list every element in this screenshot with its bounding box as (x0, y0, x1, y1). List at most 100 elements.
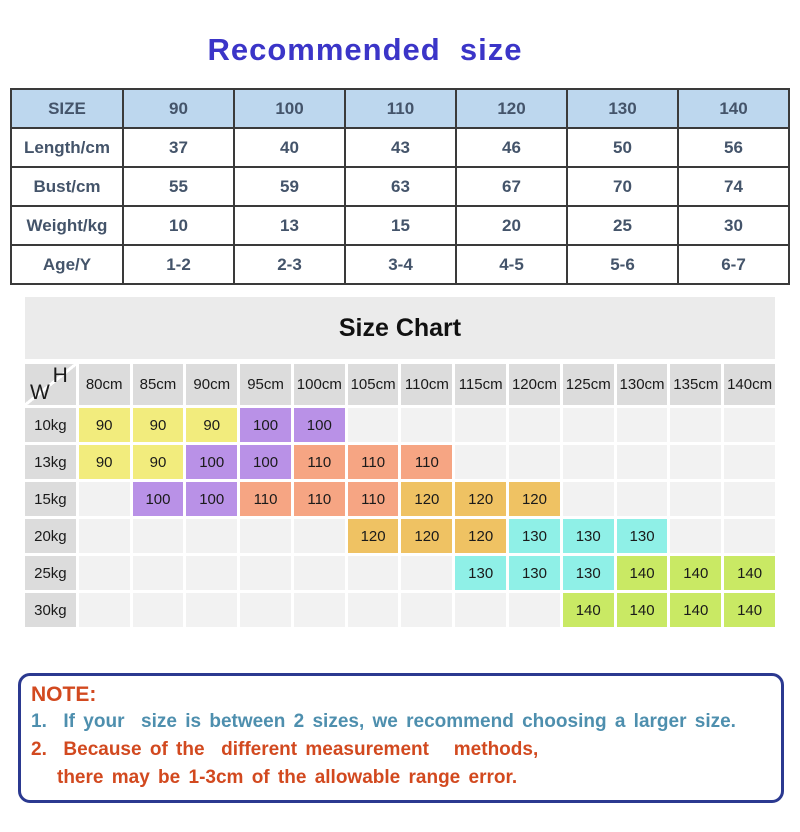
size-table-col-header: 120 (455, 88, 568, 129)
size-table-row-label: Weight/kg (10, 205, 124, 246)
page: Recommended size SIZE 90 100 110 120 130 140 L… (0, 32, 800, 803)
matrix-cell: 140 (670, 593, 722, 627)
size-table-row-label: Bust/cm (10, 166, 124, 207)
matrix-cell: 110 (293, 482, 345, 516)
matrix-cell: 120 (347, 519, 399, 553)
matrix-col-header: 115cm (455, 364, 507, 405)
matrix-empty-cell (562, 445, 614, 479)
matrix-empty-cell (78, 482, 130, 516)
matrix-cell: 90 (78, 445, 130, 479)
size-table-cell: 37 (122, 127, 235, 168)
matrix-row-header: 20kg (25, 519, 76, 553)
note-line-2: 2. Because of the different measurement … (31, 739, 539, 760)
matrix-empty-cell (724, 519, 775, 553)
matrix-empty-cell (670, 519, 722, 553)
size-table-row: Age/Y 1-2 2-3 3-4 4-5 5-6 6-7 (10, 244, 790, 285)
size-table-cell: 5-6 (566, 244, 679, 285)
size-table-cell: 43 (344, 127, 457, 168)
matrix-empty-cell (186, 519, 238, 553)
size-table-head: SIZE 90 100 110 120 130 140 (10, 88, 790, 129)
matrix-col-header: 120cm (509, 364, 560, 405)
matrix-empty-cell (670, 408, 722, 442)
matrix-empty-cell (347, 556, 399, 590)
size-table-cell: 50 (566, 127, 679, 168)
matrix-empty-cell (455, 408, 507, 442)
matrix-col-header: 125cm (562, 364, 614, 405)
corner-weight-label: W (30, 381, 50, 404)
matrix-empty-cell (132, 556, 184, 590)
note-line-1: 1. If your size is between 2 sizes, we r… (31, 711, 736, 732)
matrix-row-header: 10kg (25, 408, 76, 442)
matrix-cell: 130 (509, 519, 560, 553)
size-chart-matrix: H W 80cm 85cm 90cm 95cm 100cm 105cm 110cm 115cm 12… (25, 364, 775, 627)
matrix-col-header: 95cm (240, 364, 291, 405)
size-table-col-header: 100 (233, 88, 346, 129)
matrix-col-header: 140cm (724, 364, 775, 405)
size-table-corner-header: SIZE (10, 88, 124, 129)
matrix-col-header: 130cm (616, 364, 668, 405)
matrix-empty-cell (724, 482, 775, 516)
matrix-cell: 120 (455, 519, 507, 553)
size-table-cell: 13 (233, 205, 346, 246)
note-line-3: there may be 1-3cm of the allowable rang… (57, 767, 518, 788)
size-chart-title-band: Size Chart (25, 297, 775, 359)
matrix-empty-cell (724, 445, 775, 479)
matrix-empty-cell (186, 556, 238, 590)
page-title: Recommended size (207, 32, 523, 67)
size-table-cell: 1-2 (122, 244, 235, 285)
matrix-cell: 130 (562, 519, 614, 553)
size-chart-title: Size Chart (338, 313, 462, 342)
matrix-cell: 140 (724, 556, 775, 590)
matrix-empty-cell (293, 556, 345, 590)
size-table-cell: 40 (233, 127, 346, 168)
matrix-empty-cell (132, 593, 184, 627)
matrix-col-header: 110cm (401, 364, 453, 405)
size-table-cell: 63 (344, 166, 457, 207)
size-table-cell: 20 (455, 205, 568, 246)
matrix-empty-cell (347, 593, 399, 627)
size-table-cell: 4-5 (455, 244, 568, 285)
matrix-cell: 100 (240, 408, 291, 442)
corner-height-label: H (52, 364, 68, 387)
matrix-cell: 90 (186, 408, 238, 442)
size-table-header-row: SIZE 90 100 110 120 130 140 (10, 88, 790, 129)
matrix-empty-cell (616, 482, 668, 516)
matrix-cell: 110 (293, 445, 345, 479)
matrix-empty-cell (240, 593, 291, 627)
size-table-cell: 3-4 (344, 244, 457, 285)
matrix-row-header: 13kg (25, 445, 76, 479)
size-table-row: Weight/kg 10 13 15 20 25 30 (10, 205, 790, 246)
matrix-empty-cell (562, 408, 614, 442)
size-table-cell: 74 (677, 166, 790, 207)
matrix-cell: 140 (670, 556, 722, 590)
matrix-empty-cell (186, 593, 238, 627)
matrix-empty-cell (724, 408, 775, 442)
size-table-col-header: 90 (122, 88, 235, 129)
matrix-empty-cell (293, 519, 345, 553)
matrix-cell: 140 (724, 593, 775, 627)
note-title: NOTE: (31, 683, 97, 706)
matrix-cell: 130 (455, 556, 507, 590)
size-table-cell: 15 (344, 205, 457, 246)
size-table-row-label: Length/cm (10, 127, 124, 168)
matrix-empty-cell (616, 445, 668, 479)
matrix-col-header: 100cm (293, 364, 345, 405)
matrix-col-header: 135cm (670, 364, 722, 405)
matrix-empty-cell (78, 519, 130, 553)
matrix-cell: 90 (78, 408, 130, 442)
size-table-cell: 25 (566, 205, 679, 246)
size-table-cell: 67 (455, 166, 568, 207)
matrix-cell: 120 (401, 482, 453, 516)
matrix-cell: 100 (186, 482, 238, 516)
size-table-cell: 46 (455, 127, 568, 168)
matrix-col-header: 90cm (186, 364, 238, 405)
size-table-col-header: 140 (677, 88, 790, 129)
matrix-empty-cell (240, 519, 291, 553)
matrix-empty-cell (455, 593, 507, 627)
matrix-row-header: 30kg (25, 593, 76, 627)
size-table-cell: 59 (233, 166, 346, 207)
size-table-col-header: 110 (344, 88, 457, 129)
matrix-cell: 100 (186, 445, 238, 479)
matrix-cell: 110 (347, 445, 399, 479)
matrix-empty-cell (509, 445, 560, 479)
